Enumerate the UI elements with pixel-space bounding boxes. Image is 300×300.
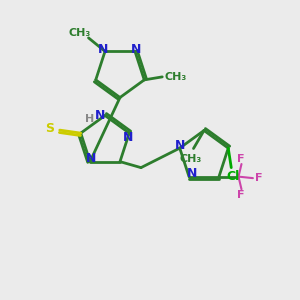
Text: N: N bbox=[98, 44, 109, 56]
Text: N: N bbox=[123, 131, 133, 144]
Text: S: S bbox=[45, 122, 54, 135]
Text: N: N bbox=[131, 44, 142, 56]
Text: N: N bbox=[95, 109, 106, 122]
Text: F: F bbox=[237, 154, 244, 164]
Text: N: N bbox=[187, 167, 197, 180]
Text: F: F bbox=[237, 190, 244, 200]
Text: CH₃: CH₃ bbox=[68, 28, 91, 38]
Text: F: F bbox=[255, 173, 262, 183]
Text: CH₃: CH₃ bbox=[165, 72, 187, 82]
Text: N: N bbox=[175, 139, 185, 152]
Text: CH₃: CH₃ bbox=[179, 154, 202, 164]
Text: H: H bbox=[85, 113, 94, 124]
Text: Cl: Cl bbox=[226, 170, 239, 183]
Text: N: N bbox=[86, 152, 97, 165]
